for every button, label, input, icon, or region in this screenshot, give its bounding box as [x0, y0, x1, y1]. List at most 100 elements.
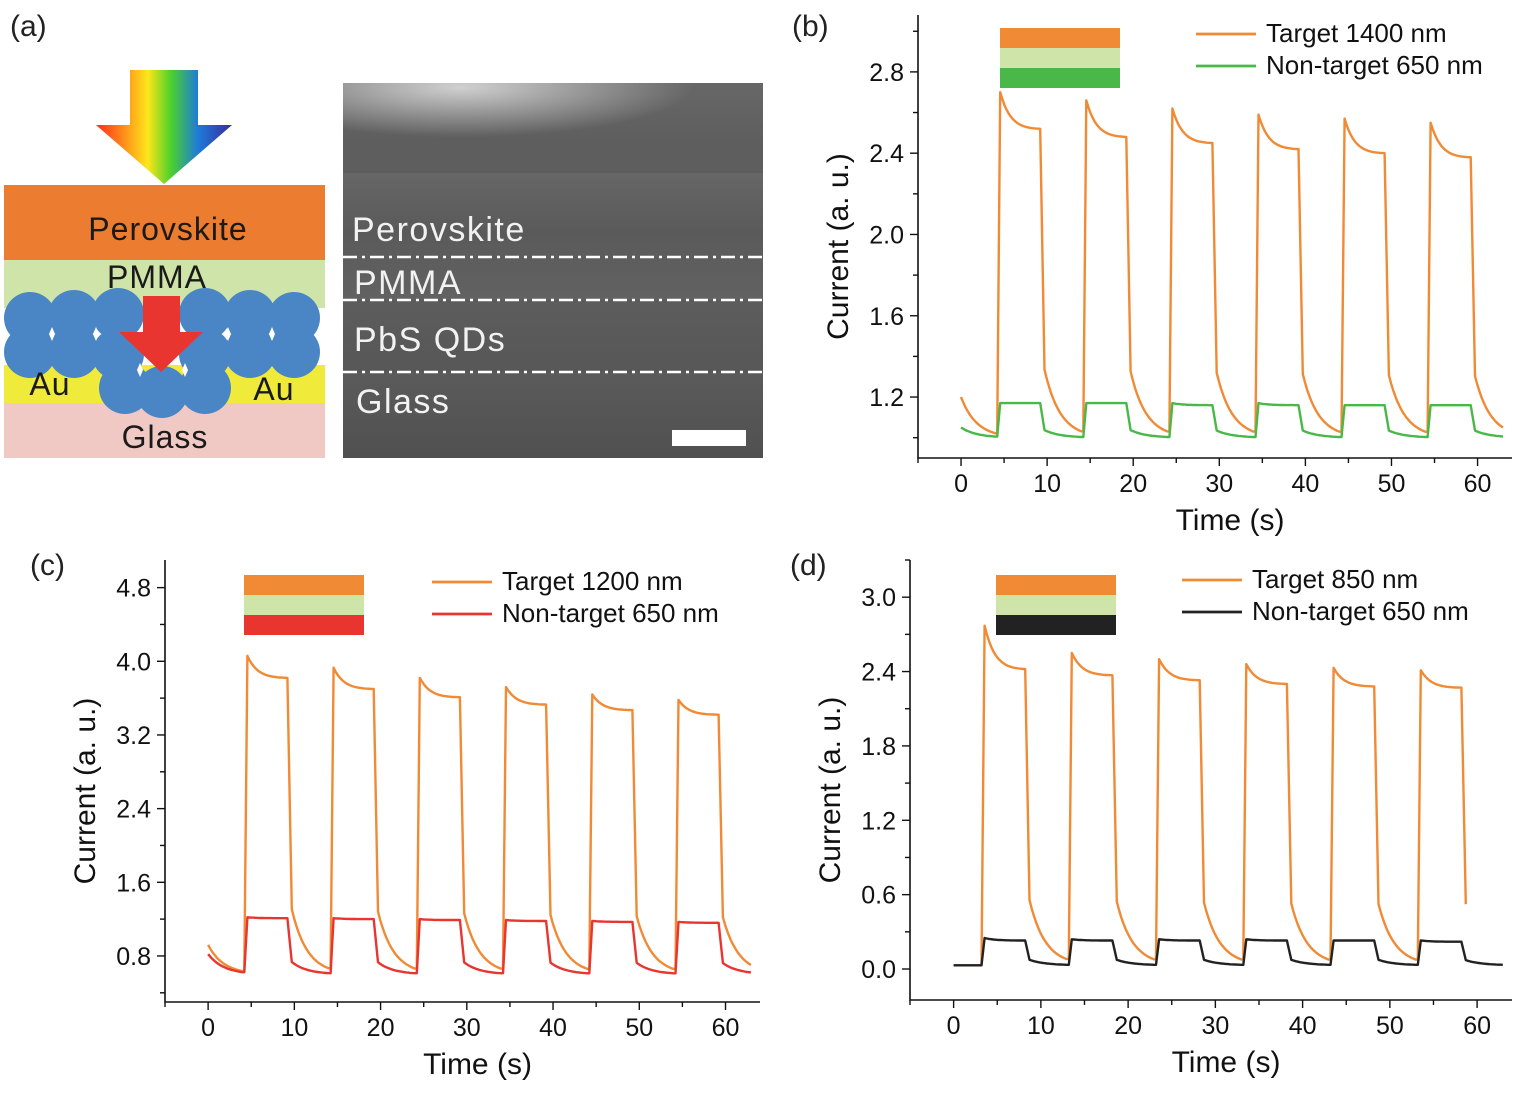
x-tick-label: 20 [1114, 1012, 1142, 1040]
scale-bar [672, 430, 746, 446]
y-tick-label: 2.0 [869, 221, 904, 249]
y-tick-label: 2.4 [861, 659, 896, 687]
panel-d-label: (d) [790, 549, 827, 582]
x-tick-label: 40 [1291, 470, 1319, 498]
y-tick-label: 1.8 [861, 733, 896, 761]
y-tick-label: 1.2 [869, 384, 904, 412]
legend-swatch-block [1000, 68, 1120, 88]
legend-label: Target 1400 nm [1266, 18, 1447, 48]
y-tick-label: 2.4 [116, 796, 151, 824]
series-line-orange [959, 91, 1504, 435]
qd-dot [268, 326, 320, 378]
x-tick-label: 50 [1376, 1012, 1404, 1040]
y-axis-title: Current (a. u.) [814, 697, 847, 884]
panel-a: (a) [4, 10, 763, 458]
perovskite-label: Perovskite [88, 211, 247, 247]
panel-b-label: (b) [792, 10, 829, 43]
sem-glass-label: Glass [356, 383, 450, 421]
series-line-orange [953, 624, 1467, 967]
au-right-label: Au [253, 371, 294, 407]
qd-dot [224, 290, 276, 342]
y-tick-label: 1.2 [861, 807, 896, 835]
series-line-orange [207, 654, 752, 973]
qd-dot [179, 288, 231, 340]
y-tick-label: 0.6 [861, 882, 896, 910]
legend-label: Non-target 650 nm [1252, 596, 1469, 626]
qd-dot [224, 326, 276, 378]
x-tick-label: 60 [1463, 1012, 1491, 1040]
x-tick-label: 0 [947, 1012, 961, 1040]
x-tick-label: 60 [1464, 470, 1492, 498]
x-tick-label: 40 [1289, 1012, 1317, 1040]
x-tick-label: 60 [712, 1014, 740, 1042]
legend-swatch-block [244, 575, 364, 595]
incident-light-arrow [96, 70, 232, 184]
qd-dot [92, 288, 144, 340]
au-left-label: Au [29, 366, 70, 402]
x-axis-title: Time (s) [423, 1048, 532, 1081]
y-tick-label: 3.2 [116, 722, 151, 750]
x-axis-title: Time (s) [1176, 504, 1285, 537]
sem-perovskite-label: Perovskite [352, 211, 526, 249]
qd-dot [4, 326, 56, 378]
y-tick-label: 0.8 [116, 943, 151, 971]
x-tick-label: 30 [1201, 1012, 1229, 1040]
qd-gap [269, 327, 275, 341]
chart-d: (d) 0 10 20 30 40 50 60 0.0 0.6 1.2 1.8 2.4 3.0 Time (… [790, 549, 1512, 1079]
legend-swatch-block [1000, 48, 1120, 68]
x-tick-label: 10 [1033, 470, 1061, 498]
y-tick-label: 3.0 [861, 584, 896, 612]
device-schematic: Perovskite PMMA Au Au Glass [4, 70, 325, 458]
legend-swatch-block [996, 595, 1116, 615]
x-axis-title: Time (s) [1172, 1046, 1281, 1079]
qd-dot [48, 326, 100, 378]
qd-dot [179, 362, 231, 414]
sem-pbs-label: PbS QDs [354, 321, 506, 359]
pbs-qd-cluster [4, 288, 320, 418]
x-tick-label: 0 [201, 1014, 215, 1042]
y-tick-label: 4.0 [116, 648, 151, 676]
qd-gap [137, 363, 143, 377]
qd-gap [225, 327, 231, 341]
x-tick-label: 50 [1378, 470, 1406, 498]
qd-gap [49, 327, 55, 341]
red-down-arrow [119, 296, 203, 372]
series-line-black [953, 936, 1503, 967]
y-tick-label: 2.4 [869, 140, 904, 168]
panel-c-label: (c) [30, 549, 65, 582]
x-tick-label: 0 [954, 470, 968, 498]
x-tick-label: 10 [280, 1014, 308, 1042]
legend-label: Target 850 nm [1252, 564, 1418, 594]
chart-b: (b) 0 10 20 30 40 50 60 1.2 1.6 2.0 2.4 2.8 Time (s) C… [792, 10, 1512, 537]
x-tick-label: 20 [367, 1014, 395, 1042]
y-tick-label: 1.6 [116, 869, 151, 897]
qd-dot [48, 290, 100, 342]
series-line-green [960, 401, 1504, 439]
sem-pmma-label: PMMA [354, 264, 462, 302]
x-tick-label: 10 [1027, 1012, 1055, 1040]
legend-swatch-block [996, 615, 1116, 635]
x-tick-label: 30 [1205, 470, 1233, 498]
glass-label: Glass [122, 419, 209, 455]
legend-swatch-block [1000, 28, 1120, 48]
sem-cross-section: Perovskite PMMA PbS QDs Glass [343, 83, 763, 458]
panel-a-label: (a) [10, 10, 47, 43]
x-tick-label: 50 [625, 1014, 653, 1042]
x-tick-label: 30 [453, 1014, 481, 1042]
chart-c: (c) 0 10 20 30 40 50 60 0.8 1.6 2.4 3.2 4.0 4.8 Time (… [30, 549, 760, 1081]
y-tick-label: 0.0 [861, 956, 896, 984]
series-line-red [207, 916, 752, 975]
legend-label: Non-target 650 nm [1266, 50, 1483, 80]
y-axis-title: Current (a. u.) [822, 153, 855, 340]
y-tick-label: 1.6 [869, 303, 904, 331]
x-tick-label: 40 [539, 1014, 567, 1042]
legend-label: Non-target 650 nm [502, 598, 719, 628]
qd-gap [93, 327, 99, 341]
legend-swatch-block [244, 615, 364, 635]
perovskite-layer [4, 185, 325, 260]
y-axis-title: Current (a. u.) [69, 698, 102, 885]
y-tick-label: 2.8 [869, 59, 904, 87]
legend-label: Target 1200 nm [502, 566, 683, 596]
legend-swatch-block [244, 595, 364, 615]
